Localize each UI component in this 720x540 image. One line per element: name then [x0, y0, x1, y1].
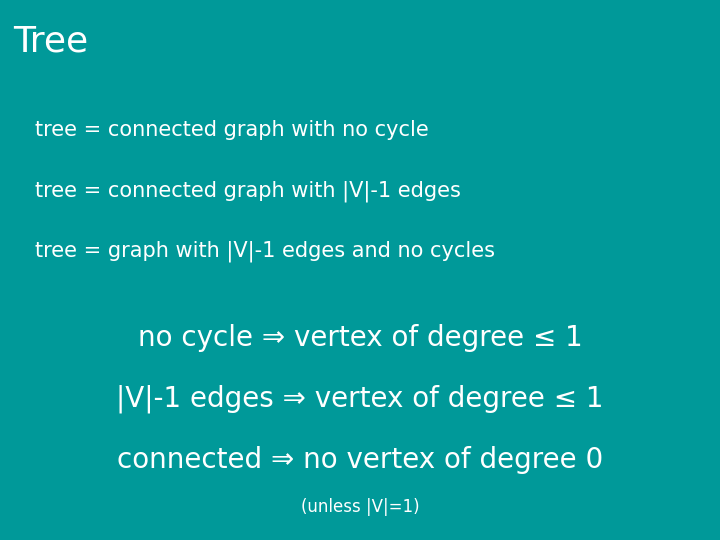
Text: tree = graph with |V|-1 edges and no cycles: tree = graph with |V|-1 edges and no cyc…	[35, 240, 495, 262]
Text: no cycle ⇒ vertex of degree ≤ 1: no cycle ⇒ vertex of degree ≤ 1	[138, 323, 582, 352]
Text: tree = connected graph with no cycle: tree = connected graph with no cycle	[35, 119, 428, 140]
Text: Tree: Tree	[13, 24, 88, 58]
Text: (unless |V|=1): (unless |V|=1)	[301, 497, 419, 516]
Text: connected ⇒ no vertex of degree 0: connected ⇒ no vertex of degree 0	[117, 446, 603, 474]
Text: tree = connected graph with |V|-1 edges: tree = connected graph with |V|-1 edges	[35, 181, 460, 202]
Text: |V|-1 edges ⇒ vertex of degree ≤ 1: |V|-1 edges ⇒ vertex of degree ≤ 1	[116, 384, 604, 413]
